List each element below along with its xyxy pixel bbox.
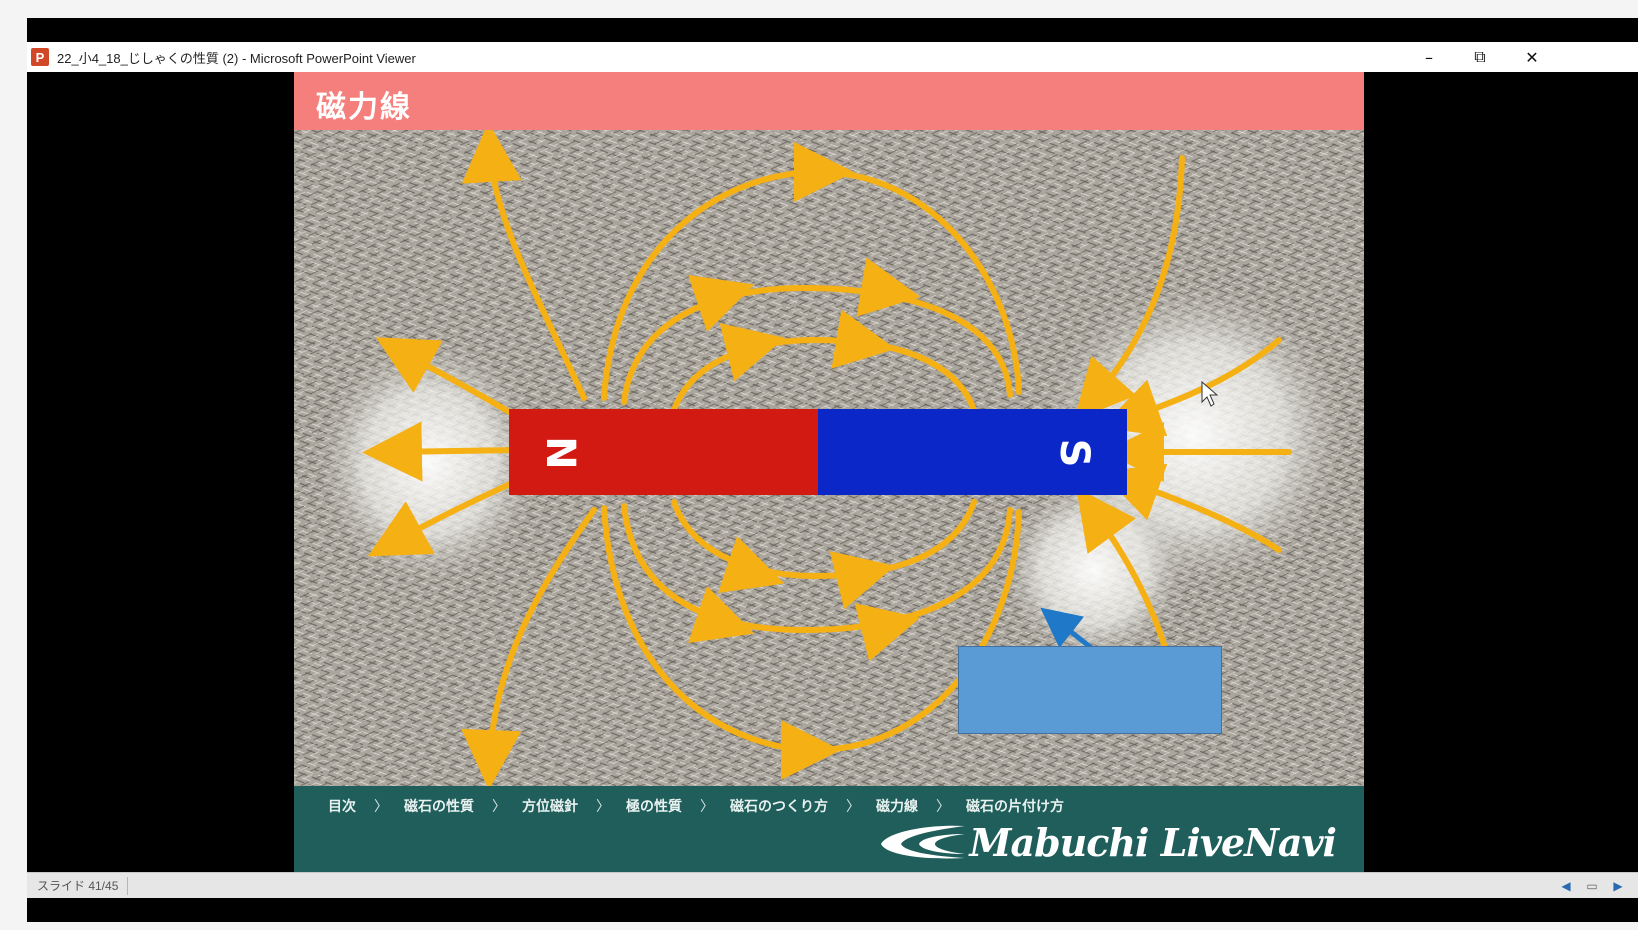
slide[interactable]: 磁力線 (294, 72, 1364, 872)
slide-title: 磁力線 (316, 90, 412, 125)
magnet-south (818, 409, 1127, 495)
field-line (829, 551, 896, 610)
nav-item-magnet-properties[interactable]: 磁石の性質 (404, 799, 474, 815)
field-line (831, 309, 896, 369)
nav-separator: 〉 (700, 799, 714, 815)
nav-separator: 〉 (492, 799, 506, 815)
powerpoint-app-icon: P (31, 48, 49, 66)
nav-item-compass[interactable]: 方位磁針 (522, 799, 578, 815)
magnet-north (509, 409, 818, 495)
field-line (856, 257, 921, 317)
field-line (461, 507, 597, 786)
field-line (718, 536, 785, 593)
nav-separator: 〉 (596, 799, 610, 815)
nav-separator: 〉 (936, 799, 950, 815)
slide-counter: スライド 41/45 (37, 879, 119, 893)
field-line (621, 503, 1013, 634)
status-divider (127, 877, 128, 895)
previous-slide-icon[interactable]: ◀ (1561, 879, 1571, 893)
restore-button[interactable]: ⧉ (1474, 47, 1486, 66)
magnet-north-label: N (537, 436, 583, 469)
swoosh-icon (881, 825, 966, 859)
field-line (621, 284, 1013, 405)
notes-icon[interactable]: ▭ (1586, 879, 1598, 893)
nav-item-field-lines[interactable]: 磁力線 (876, 799, 918, 815)
magnetic-field-diagram: N S (294, 130, 1364, 786)
label-callout-box[interactable] (958, 646, 1222, 734)
field-line (1100, 463, 1282, 553)
field-line (671, 499, 977, 580)
slide-header-band: 磁力線 (294, 72, 1364, 130)
bottom-border (27, 898, 1638, 922)
close-button[interactable]: ✕ (1525, 47, 1539, 67)
field-line (1074, 155, 1185, 421)
field-line (367, 477, 522, 557)
magnet-south-label: S (1051, 439, 1097, 468)
nav-separator: 〉 (846, 799, 860, 815)
next-slide-icon[interactable]: ▶ (1613, 879, 1623, 893)
title-bar: P 22_小4_18_じしゃくの性質 (2) - Microsoft Power… (27, 42, 1638, 72)
status-bar: スライド 41/45 ◀ ▭ ▶ (27, 872, 1638, 899)
field-line (688, 586, 755, 643)
field-line (461, 130, 587, 401)
field-line (854, 603, 921, 662)
field-line (671, 336, 977, 413)
slide-footer: 目次 〉 磁石の性質 〉 方位磁針 〉 極の性質 〉 磁石のつくり方 〉 磁力線… (294, 786, 1364, 872)
minimize-button[interactable]: – (1425, 47, 1433, 67)
field-line (362, 421, 517, 482)
mouse-cursor-icon (1201, 380, 1219, 407)
field-line (375, 337, 522, 421)
slide-navigation: 目次 〉 磁石の性質 〉 方位磁針 〉 極の性質 〉 磁石のつくり方 〉 磁力線… (328, 796, 1070, 816)
logo-text: Mabuchi LiveNavi (969, 819, 1337, 865)
nav-item-contents[interactable]: 目次 (328, 799, 356, 815)
nav-item-storing-magnets[interactable]: 磁石の片付け方 (966, 799, 1064, 815)
window-title: 22_小4_18_じしゃくの性質 (2) - Microsoft PowerPo… (57, 50, 416, 66)
pointer-arrow (1040, 607, 1096, 652)
nav-item-making-magnets[interactable]: 磁石のつくり方 (730, 799, 828, 815)
nav-item-pole-properties[interactable]: 極の性質 (626, 799, 682, 815)
nav-separator: 〉 (374, 799, 388, 815)
field-line (719, 323, 786, 382)
mabuchi-logo: Mabuchi LiveNavi (877, 818, 1337, 866)
field-line (688, 275, 755, 332)
